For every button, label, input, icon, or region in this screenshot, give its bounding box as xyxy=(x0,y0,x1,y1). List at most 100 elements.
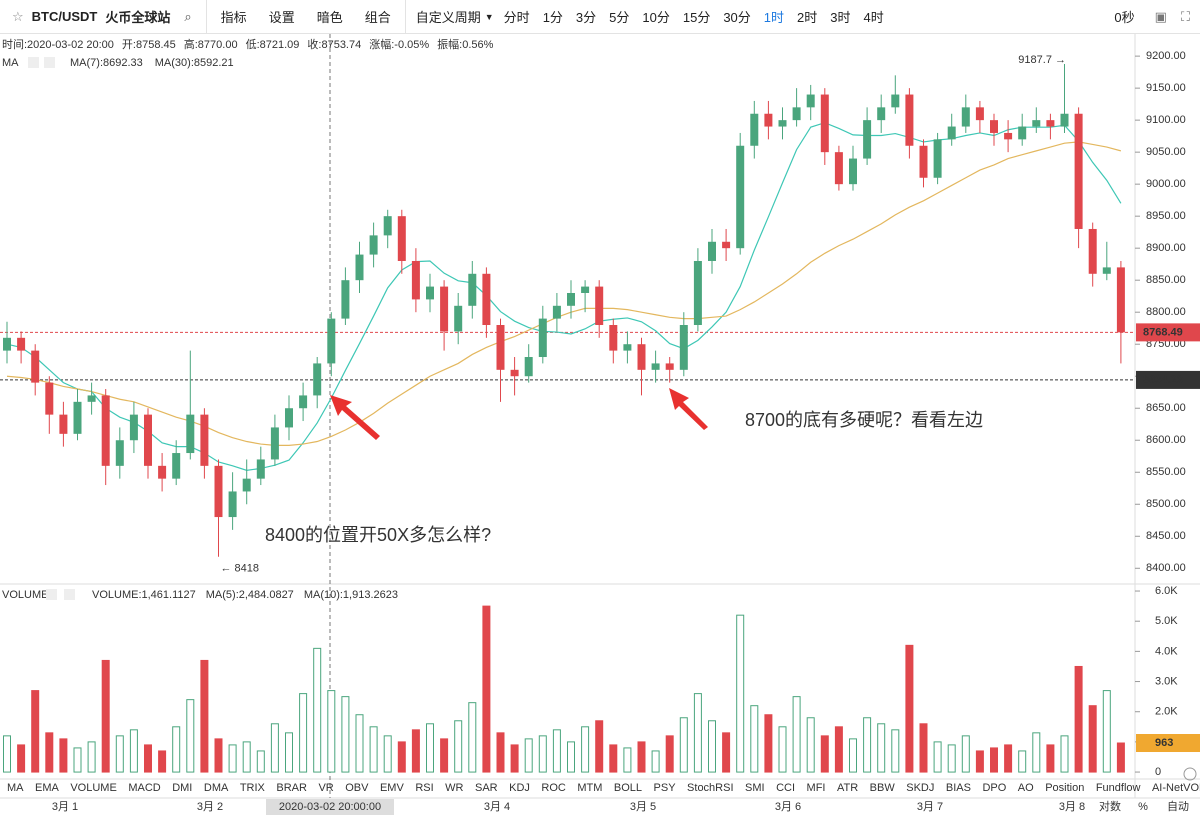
axis-option[interactable]: 自动 xyxy=(1167,800,1189,813)
candle-body xyxy=(877,107,886,121)
volume-bar xyxy=(369,726,378,773)
period-button[interactable]: 5分 xyxy=(609,10,630,25)
toolbar-buttons: 指标 设置 暗色 组合 xyxy=(221,7,391,26)
candle-body xyxy=(3,337,11,351)
info-text: 收:8753.74 xyxy=(307,37,361,51)
indicator-tab[interactable]: StochRSI xyxy=(687,782,733,794)
indicator-tab[interactable]: SKDJ xyxy=(906,782,934,794)
y-tick-label: 8400.00 xyxy=(1146,562,1186,574)
price-badge xyxy=(1136,323,1200,342)
period-button[interactable]: 2时 xyxy=(797,10,818,25)
indicator-tab[interactable]: ATR xyxy=(837,782,858,794)
volume-bar xyxy=(877,723,886,773)
indicator-tab[interactable]: MACD xyxy=(128,782,160,794)
candle-body xyxy=(623,344,632,351)
indicator-tab[interactable]: EMV xyxy=(380,782,405,794)
indicator-tab[interactable]: BBW xyxy=(870,782,896,794)
period-button[interactable]: 10分 xyxy=(642,10,670,25)
fullscreen-icon[interactable]: ⛶ xyxy=(1180,8,1190,24)
indicator-tab[interactable]: MA xyxy=(7,782,24,794)
period-button[interactable]: 30分 xyxy=(723,10,751,25)
legend-toggle[interactable] xyxy=(46,589,57,600)
indicator-tab[interactable]: KDJ xyxy=(509,782,530,794)
candle-body xyxy=(1116,267,1125,333)
legend-close[interactable] xyxy=(44,57,55,68)
legend-close[interactable] xyxy=(64,589,75,600)
symbol[interactable]: BTC/USDT xyxy=(31,9,98,24)
x-tick-label: 3月 6 xyxy=(775,801,801,813)
indicator-tab[interactable]: DMI xyxy=(172,782,192,794)
indicator-tab[interactable]: EMA xyxy=(35,782,60,794)
indicator-tab[interactable]: MFI xyxy=(807,782,826,794)
toolbar-button[interactable]: 指标 xyxy=(220,10,247,25)
candle-body xyxy=(454,305,463,332)
period-button[interactable]: 15分 xyxy=(682,10,711,25)
candle-body xyxy=(863,120,872,159)
period-button[interactable]: 3时 xyxy=(830,10,851,25)
info-text: 低:8721.09 xyxy=(246,38,300,51)
indicator-tab[interactable]: ROC xyxy=(541,782,566,794)
indicator-tab[interactable]: TRIX xyxy=(240,782,266,794)
settings-icon[interactable] xyxy=(1183,767,1197,781)
axis-option[interactable]: 对数 xyxy=(1099,799,1121,813)
y-tick-label: 9100.00 xyxy=(1146,114,1186,126)
candle-body xyxy=(679,325,688,370)
candle-body xyxy=(990,120,998,133)
candle-body xyxy=(440,286,449,332)
volume-bar xyxy=(299,693,308,773)
candle-body xyxy=(693,260,702,326)
indicator-tab[interactable]: BOLL xyxy=(614,782,642,794)
candle-body xyxy=(778,120,787,127)
legend-toggle[interactable] xyxy=(28,57,39,68)
toolbar-button[interactable]: 暗色 xyxy=(316,10,343,25)
period-button[interactable]: 1时 xyxy=(763,10,785,25)
volume-bar xyxy=(101,659,110,773)
indicator-tab[interactable]: MTM xyxy=(577,782,602,794)
volume-badge xyxy=(1136,734,1200,753)
toolbar-button[interactable]: 组合 xyxy=(364,10,391,25)
candle-body xyxy=(228,491,237,518)
indicator-tab[interactable]: AO xyxy=(1018,782,1034,794)
indicator-tab[interactable]: RSI xyxy=(415,782,433,794)
axis-option[interactable]: % xyxy=(1138,801,1148,813)
indicator-tab[interactable]: BRAR xyxy=(276,782,307,794)
indicator-tab[interactable]: Position xyxy=(1045,782,1084,794)
indicator-tab[interactable]: CCI xyxy=(776,782,795,794)
star-icon[interactable]: ☆ xyxy=(12,8,24,24)
indicator-tab[interactable]: SAR xyxy=(475,782,498,794)
candle-body xyxy=(764,113,773,127)
custom-period[interactable]: 自定义周期 xyxy=(415,10,481,25)
info-text: 时间:2020-03-02 20:00 xyxy=(2,38,114,51)
volume-bar xyxy=(228,744,237,773)
indicator-tab[interactable]: PSY xyxy=(654,782,677,794)
candle-body xyxy=(665,363,674,370)
toolbar-button[interactable]: 设置 xyxy=(268,10,295,25)
candle-body xyxy=(567,292,575,306)
indicator-tab[interactable]: WR xyxy=(445,782,463,794)
x-tick-label: 3月 4 xyxy=(484,801,510,813)
period-button[interactable]: 1分 xyxy=(542,10,563,25)
indicator-tab[interactable]: OBV xyxy=(345,782,369,794)
candle-body xyxy=(538,318,547,358)
volume-legend-label: VOLUME xyxy=(2,589,48,601)
indicator-tab[interactable]: SMI xyxy=(745,782,765,794)
volume-bar xyxy=(919,723,928,773)
period-button[interactable]: 3分 xyxy=(575,10,597,25)
indicator-tab[interactable]: Fundflow xyxy=(1096,782,1141,794)
search-icon[interactable]: ⌕ xyxy=(184,8,192,24)
indicator-tab[interactable]: VR xyxy=(318,782,333,794)
candle-body xyxy=(524,357,533,377)
period-button[interactable]: 4时 xyxy=(863,10,884,25)
indicator-tab[interactable]: DMA xyxy=(204,782,229,794)
camera-icon[interactable]: ▣ xyxy=(1154,8,1167,24)
volume-bar xyxy=(1060,735,1069,773)
period-button[interactable]: 分时 xyxy=(503,10,530,25)
separator xyxy=(404,0,406,34)
indicator-tab[interactable]: DPO xyxy=(982,782,1006,794)
indicator-tab[interactable]: VOLUME xyxy=(70,782,116,794)
volume-bar xyxy=(609,744,618,773)
indicator-tab[interactable]: AI-NetVOL xyxy=(1152,782,1200,794)
indicator-tab[interactable]: BIAS xyxy=(946,782,971,794)
candle-body xyxy=(313,363,322,396)
